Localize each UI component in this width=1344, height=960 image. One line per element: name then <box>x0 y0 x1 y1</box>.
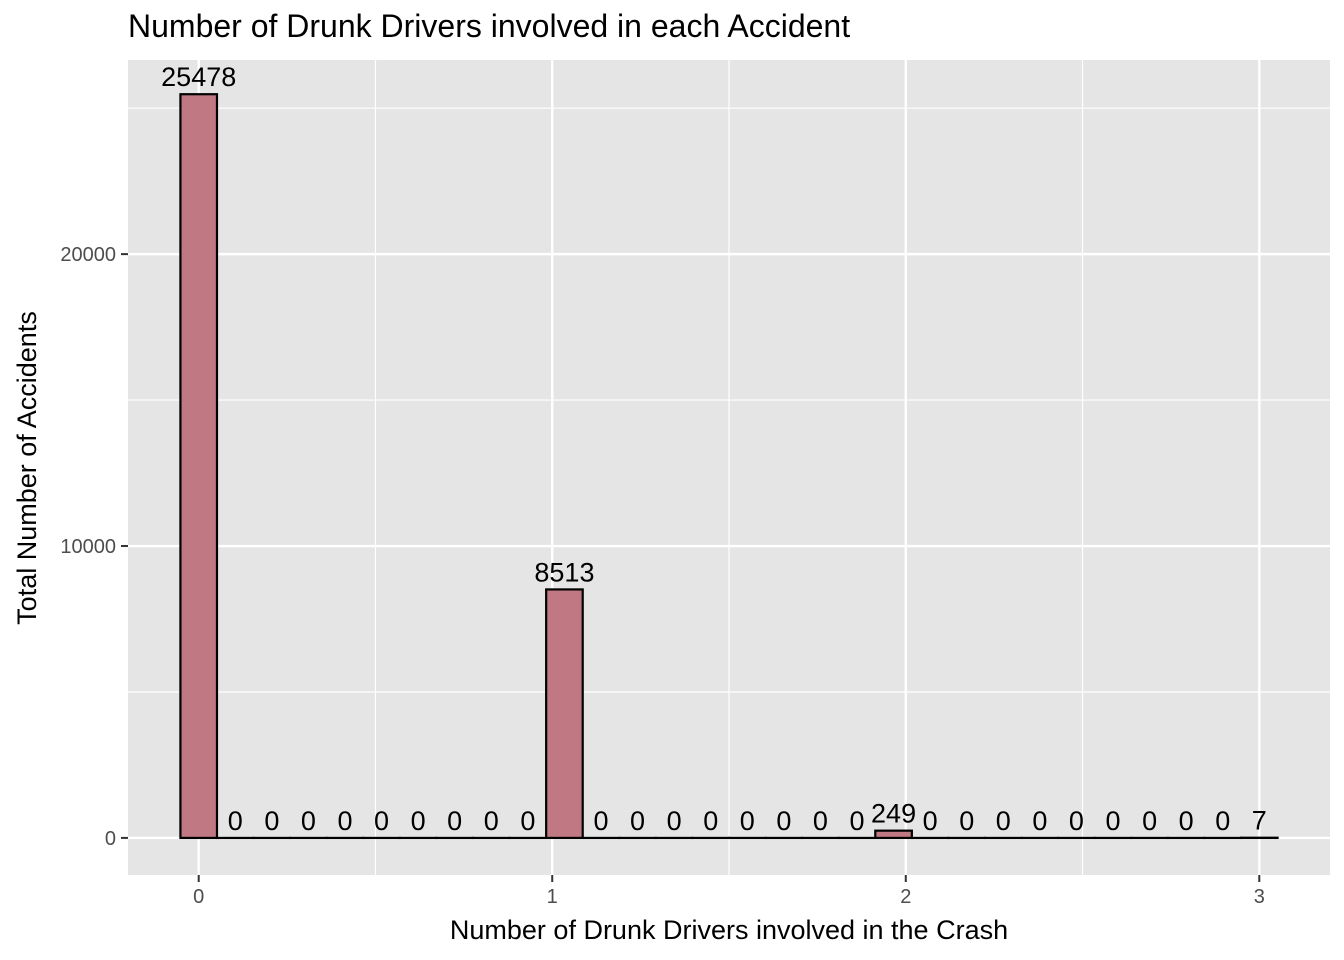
histogram-bars <box>179 93 1279 840</box>
bar-count-label: 0 <box>520 806 535 836</box>
bar-count-label: 0 <box>374 806 389 836</box>
bar-count-label: 7 <box>1252 806 1267 836</box>
bar-count-label: 0 <box>630 806 645 836</box>
bar-count-label: 0 <box>740 806 755 836</box>
bar-count-label: 0 <box>1215 806 1230 836</box>
bar-count-label: 0 <box>301 806 316 836</box>
bar-count-label: 0 <box>667 806 682 836</box>
bar-count-label: 249 <box>871 799 916 829</box>
bar-count-label: 0 <box>1105 806 1120 836</box>
x-axis-title: Number of Drunk Drivers involved in the … <box>450 915 1008 945</box>
bar-count-label: 0 <box>411 806 426 836</box>
histogram-bar <box>545 588 584 840</box>
bar-count-label: 0 <box>228 806 243 836</box>
bar-count-label: 0 <box>1179 806 1194 836</box>
bar-count-label: 0 <box>593 806 608 836</box>
bar-count-label: 0 <box>849 806 864 836</box>
bar-count-label: 0 <box>337 806 352 836</box>
y-axis-title: Total Number of Accidents <box>12 311 42 625</box>
bar-count-label: 0 <box>1032 806 1047 836</box>
x-tick-label: 1 <box>547 886 558 908</box>
bar-count-label: 0 <box>996 806 1011 836</box>
y-axis: 0 10000 20000 <box>60 244 128 850</box>
bar-count-label: 0 <box>703 806 718 836</box>
bar-count-label: 8513 <box>534 557 594 587</box>
bar-count-label: 0 <box>776 806 791 836</box>
histogram-bar <box>179 93 219 840</box>
bar-count-label: 0 <box>1069 806 1084 836</box>
chart-title: Number of Drunk Drivers involved in each… <box>128 8 851 44</box>
x-tick-label: 2 <box>900 886 911 908</box>
bar-count-label: 0 <box>813 806 828 836</box>
bar-count-label: 0 <box>264 806 279 836</box>
bar-count-label: 0 <box>923 806 938 836</box>
x-tick-label: 0 <box>193 886 204 908</box>
y-tick-label: 0 <box>105 828 116 850</box>
y-tick-label: 20000 <box>60 244 116 266</box>
bar-count-label: 0 <box>959 806 974 836</box>
y-tick-label: 10000 <box>60 536 116 558</box>
bar-count-label: 0 <box>1142 806 1157 836</box>
bar-count-label: 0 <box>447 806 462 836</box>
x-axis: 0 1 2 3 <box>193 875 1265 908</box>
bar-count-label: 0 <box>484 806 499 836</box>
bar-count-label: 25478 <box>161 62 236 92</box>
minor-gridlines <box>128 60 1330 875</box>
x-tick-label: 3 <box>1254 886 1265 908</box>
histogram-bar <box>874 829 913 840</box>
